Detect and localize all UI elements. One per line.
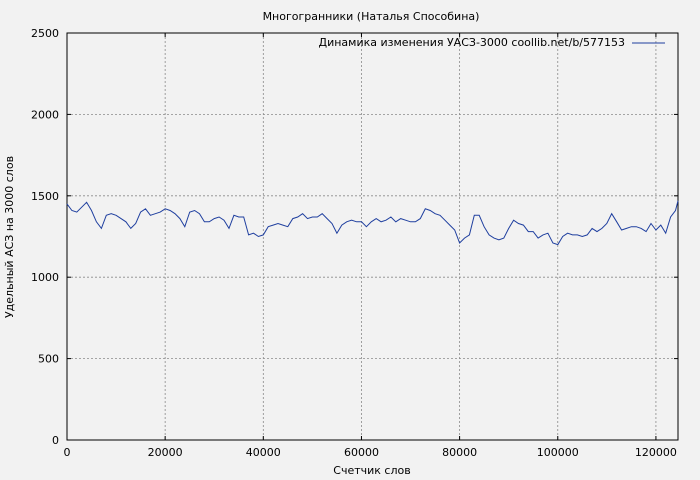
x-axis-ticks: 0 20000 40000 60000 80000 100000 120000 [64,33,677,459]
y-tick-label: 0 [52,434,59,447]
x-axis-label: Счетчик слов [333,464,410,477]
plot-frame [66,32,679,441]
series-line [66,200,679,246]
y-tick-label: 2500 [31,27,59,40]
legend: Динамика изменения УАСЗ-3000 coollib.net… [319,36,665,49]
x-tick-label: 0 [64,446,71,459]
x-tick-label: 80000 [442,446,477,459]
legend-label: Динамика изменения УАСЗ-3000 coollib.net… [319,36,626,49]
x-tick-label: 60000 [344,446,379,459]
x-tick-label: 40000 [246,446,281,459]
x-tick-label: 120000 [635,446,677,459]
y-tick-label: 2000 [31,108,59,121]
y-axis-ticks: 0 500 1000 1500 2000 2500 [31,27,678,447]
chart-title: Многогранники (Наталья Способина) [263,10,480,23]
x-tick-label: 20000 [148,446,183,459]
y-tick-label: 1500 [31,190,59,203]
grid-lines [67,33,678,440]
y-axis-label: Удельный АСЗ на 3000 слов [3,156,16,318]
x-tick-label: 100000 [537,446,579,459]
y-tick-label: 1000 [31,271,59,284]
y-tick-label: 500 [38,353,59,366]
